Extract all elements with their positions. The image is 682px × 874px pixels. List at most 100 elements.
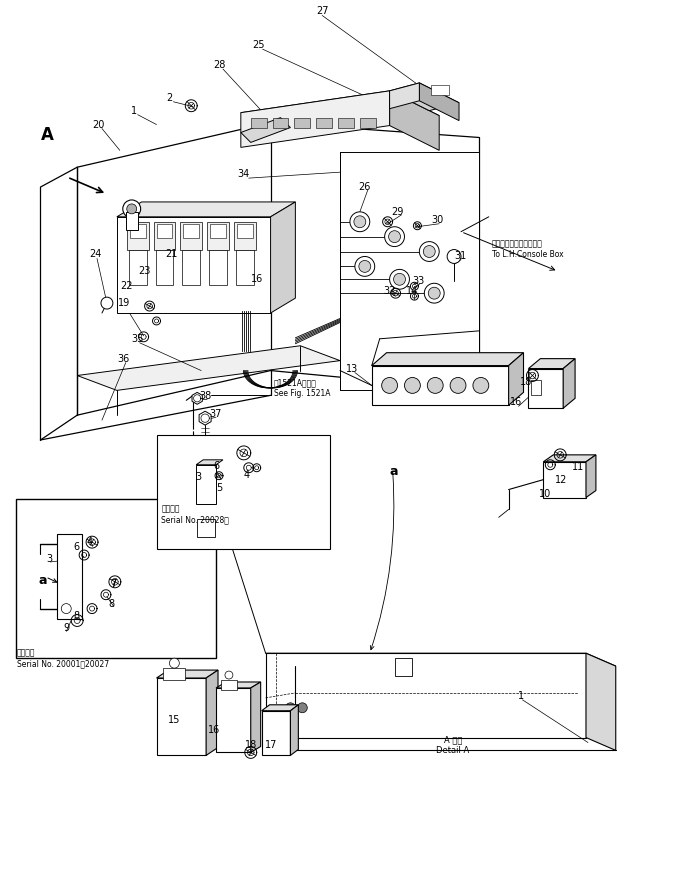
Circle shape — [286, 703, 295, 712]
Text: 2: 2 — [166, 93, 173, 103]
Circle shape — [169, 658, 179, 668]
Circle shape — [428, 378, 443, 393]
Text: 18: 18 — [245, 740, 257, 751]
Circle shape — [354, 216, 366, 228]
Circle shape — [123, 200, 140, 218]
Polygon shape — [196, 460, 223, 465]
Polygon shape — [155, 250, 173, 285]
Text: 10: 10 — [539, 489, 552, 498]
Polygon shape — [180, 222, 202, 250]
Text: A: A — [41, 127, 54, 144]
Text: 27: 27 — [316, 6, 329, 17]
Polygon shape — [295, 118, 310, 128]
Text: 38: 38 — [199, 392, 211, 401]
Polygon shape — [130, 224, 145, 238]
Text: 31: 31 — [454, 252, 466, 261]
Circle shape — [225, 671, 233, 679]
Text: 25: 25 — [252, 40, 265, 50]
Text: 19: 19 — [118, 298, 130, 309]
Polygon shape — [241, 91, 389, 148]
Circle shape — [127, 204, 136, 214]
Polygon shape — [182, 250, 200, 285]
Polygon shape — [389, 83, 419, 108]
Polygon shape — [209, 250, 227, 285]
Polygon shape — [586, 454, 596, 497]
Text: 3: 3 — [195, 472, 201, 482]
Text: 4: 4 — [87, 538, 93, 547]
Circle shape — [385, 226, 404, 246]
Polygon shape — [509, 353, 524, 406]
Polygon shape — [77, 346, 340, 391]
Text: 29: 29 — [391, 207, 404, 217]
Text: 28: 28 — [213, 60, 225, 70]
Polygon shape — [340, 152, 479, 391]
Polygon shape — [210, 224, 226, 238]
Text: 5: 5 — [216, 482, 222, 493]
Text: 左コンソールボックスへ
To L.H.Console Box: 左コンソールボックスへ To L.H.Console Box — [492, 239, 563, 260]
Text: 16: 16 — [250, 274, 263, 284]
Polygon shape — [125, 212, 138, 230]
Text: 30: 30 — [431, 215, 443, 225]
Text: 4: 4 — [243, 469, 250, 480]
Polygon shape — [586, 653, 616, 751]
Text: 適用号等
Serial No. 20028〜: 適用号等 Serial No. 20028〜 — [162, 504, 229, 524]
Polygon shape — [127, 222, 149, 250]
Text: 32: 32 — [383, 286, 396, 296]
Text: 7: 7 — [110, 579, 116, 589]
Polygon shape — [273, 118, 288, 128]
Circle shape — [424, 283, 444, 303]
Polygon shape — [156, 670, 218, 678]
Polygon shape — [156, 435, 330, 549]
Polygon shape — [129, 250, 147, 285]
Polygon shape — [199, 411, 211, 425]
Circle shape — [424, 246, 435, 258]
Polygon shape — [529, 369, 563, 408]
Polygon shape — [431, 85, 449, 94]
Text: 35: 35 — [132, 334, 144, 343]
Polygon shape — [262, 704, 298, 711]
Text: A 細部
Detail A: A 細部 Detail A — [436, 736, 470, 755]
Circle shape — [355, 256, 374, 276]
Circle shape — [389, 269, 409, 289]
Polygon shape — [265, 653, 616, 666]
Polygon shape — [153, 222, 175, 250]
Polygon shape — [117, 202, 295, 217]
Circle shape — [394, 274, 406, 285]
Circle shape — [297, 703, 308, 712]
Polygon shape — [316, 118, 332, 128]
Text: 1: 1 — [518, 690, 524, 701]
Text: 21: 21 — [165, 248, 177, 259]
Polygon shape — [389, 91, 439, 150]
Circle shape — [101, 297, 113, 309]
Polygon shape — [251, 118, 267, 128]
Text: 23: 23 — [138, 267, 151, 276]
Text: 13: 13 — [346, 364, 358, 373]
Circle shape — [450, 378, 466, 393]
Text: 34: 34 — [237, 170, 250, 179]
Polygon shape — [291, 704, 298, 755]
Polygon shape — [234, 222, 256, 250]
Text: 6: 6 — [73, 542, 79, 552]
Polygon shape — [531, 380, 542, 395]
Polygon shape — [221, 680, 237, 690]
Text: 16: 16 — [208, 725, 220, 734]
Polygon shape — [419, 83, 459, 121]
Polygon shape — [563, 358, 575, 408]
Polygon shape — [216, 682, 261, 688]
Text: 6: 6 — [213, 461, 219, 471]
Polygon shape — [544, 454, 596, 461]
Text: 16: 16 — [510, 398, 522, 407]
Text: 17: 17 — [265, 740, 278, 751]
Polygon shape — [183, 224, 199, 238]
Circle shape — [473, 378, 489, 393]
Circle shape — [389, 231, 400, 243]
Polygon shape — [251, 682, 261, 753]
Polygon shape — [271, 202, 295, 313]
Polygon shape — [57, 534, 82, 619]
Text: 8: 8 — [73, 611, 79, 621]
Polygon shape — [236, 250, 254, 285]
Text: 適用号等
Serial No. 20001〜20027: 適用号等 Serial No. 20001〜20027 — [16, 649, 109, 668]
Text: 12: 12 — [555, 475, 567, 485]
Polygon shape — [529, 358, 575, 369]
Text: 18: 18 — [520, 378, 533, 387]
